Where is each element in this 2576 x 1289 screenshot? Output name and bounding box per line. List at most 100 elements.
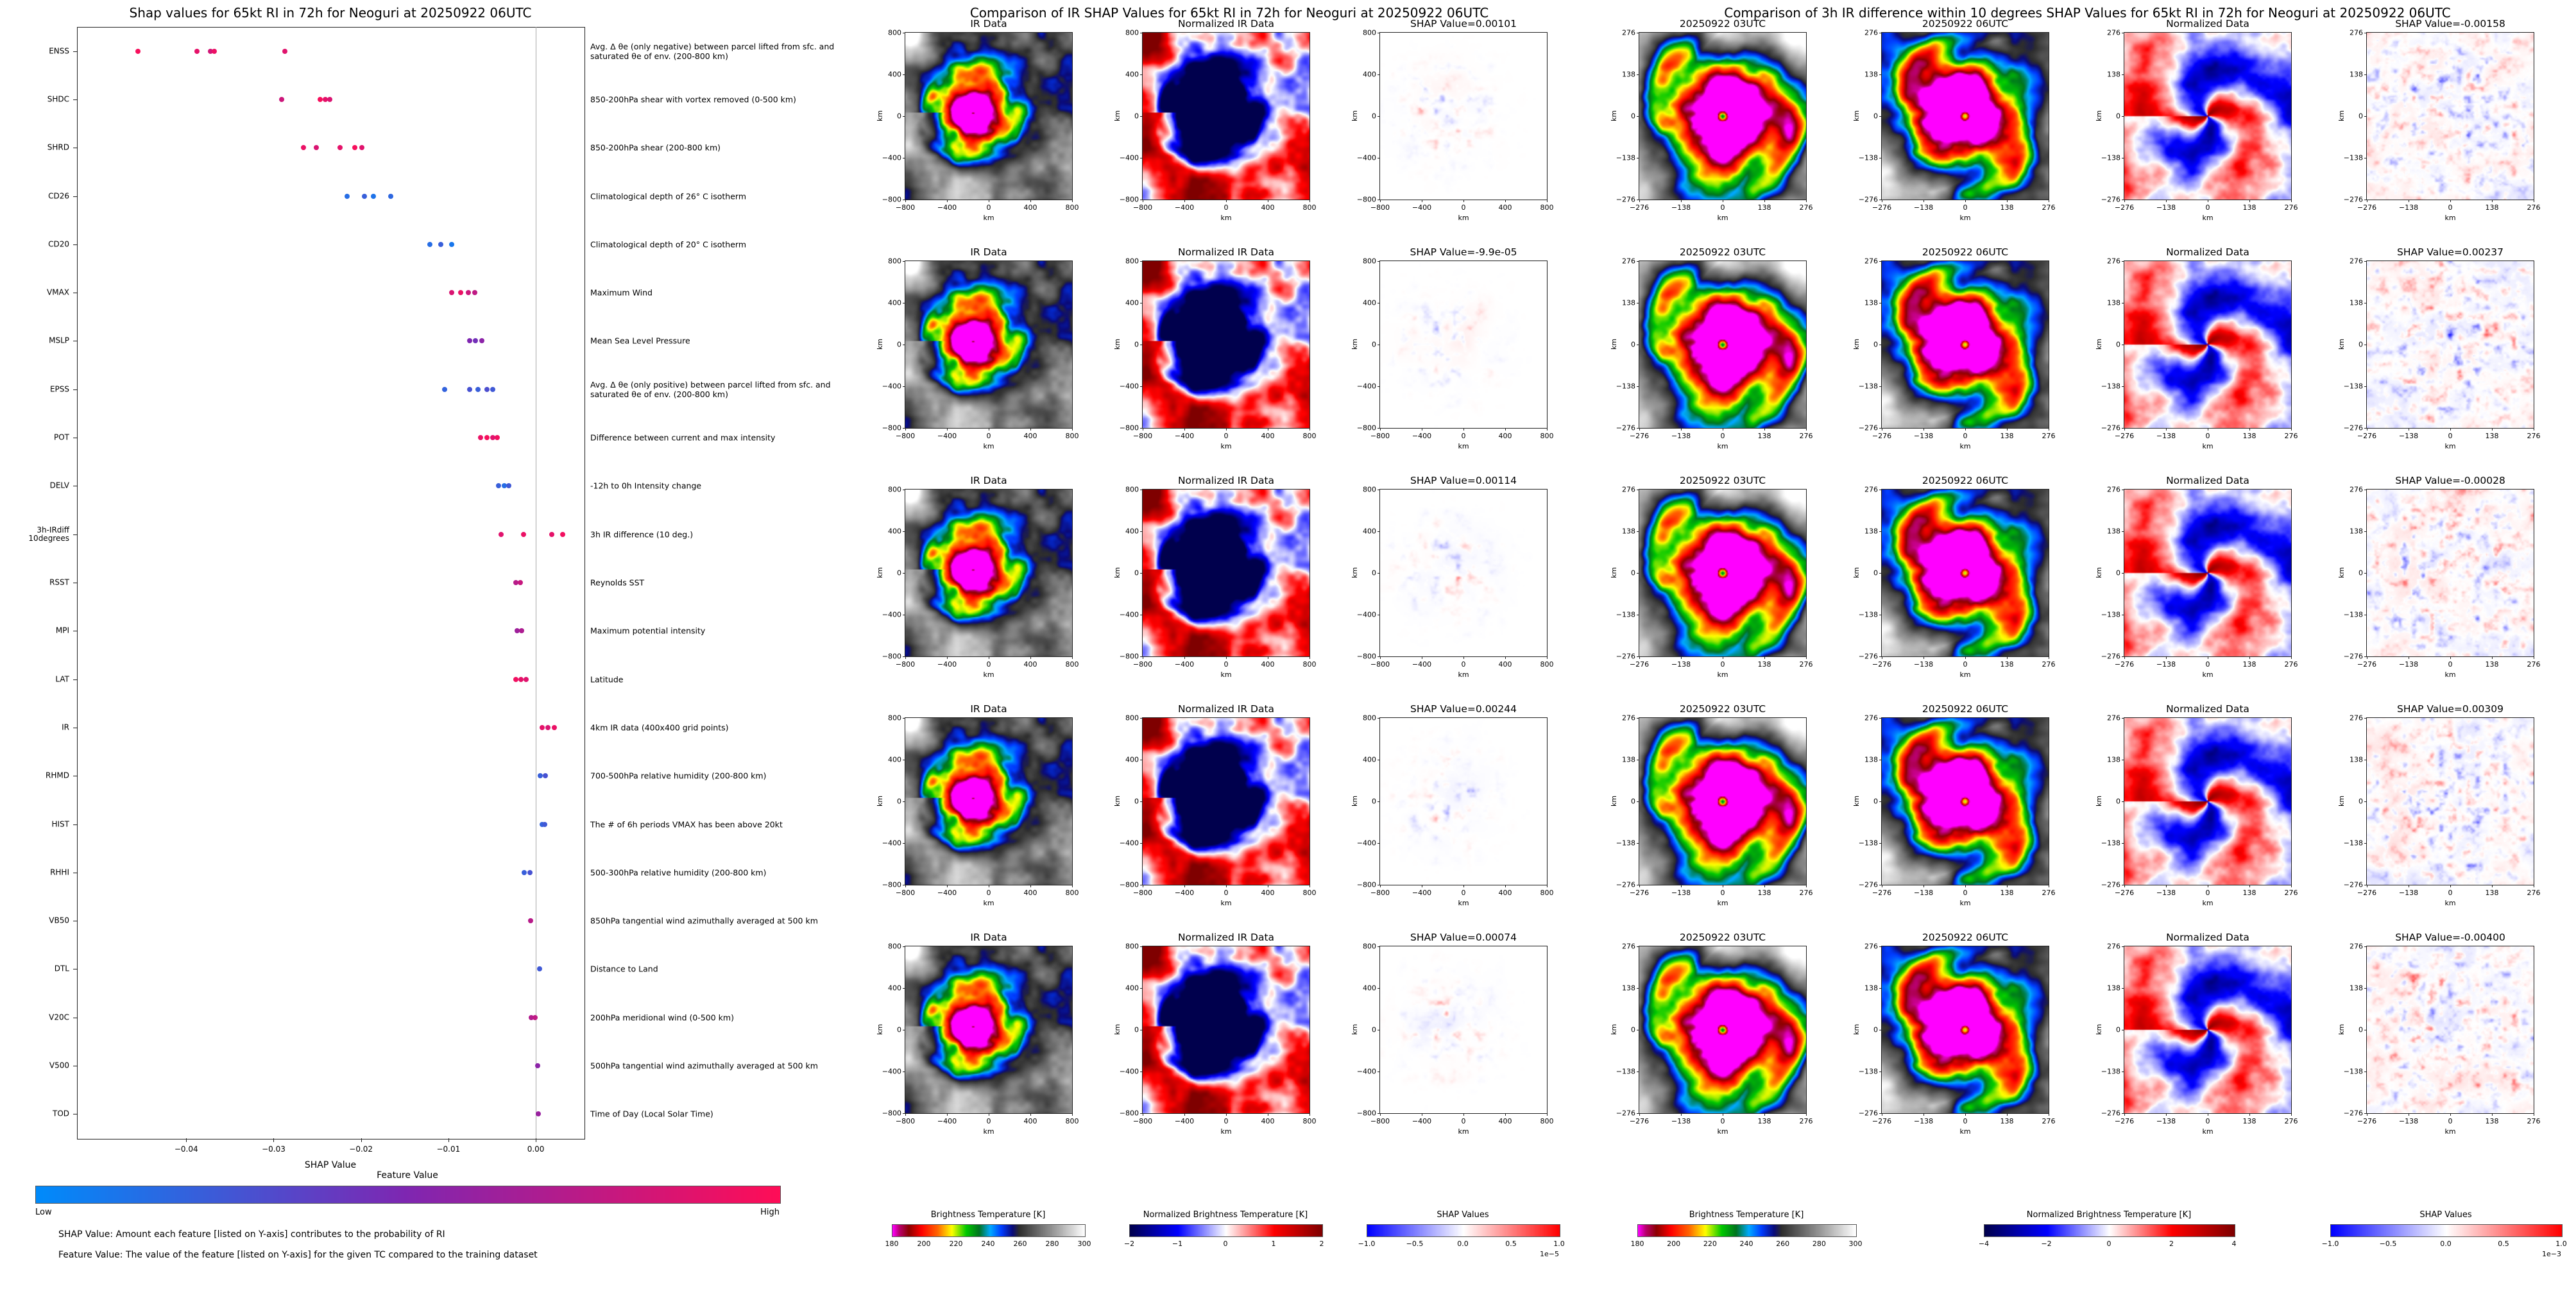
y-tick-mark <box>903 988 905 989</box>
feature-label: CD26 <box>48 191 69 200</box>
x-tick-mark <box>1764 428 1765 431</box>
y-tick-label: 800 <box>1363 257 1376 266</box>
shap-dot <box>513 676 518 682</box>
colorbar-tick-label: 200 <box>1667 1240 1681 1248</box>
x-tick-label: −138 <box>2156 203 2176 212</box>
x-tick-mark <box>2450 200 2451 202</box>
x-tick-label: 400 <box>1498 1117 1512 1125</box>
y-tick-mark <box>1140 573 1143 574</box>
colorbar-low-label: Low <box>35 1208 52 1217</box>
irdiff-shap-title: Comparison of 3h IR difference within 10… <box>1724 5 2451 21</box>
y-tick-mark <box>1140 74 1143 75</box>
colorbar-tick-label: 1 <box>1271 1240 1276 1248</box>
x-tick-label: −276 <box>2357 203 2377 212</box>
feature-label: 3h-IRdiff 10degrees <box>28 525 69 543</box>
x-tick-label: 276 <box>2042 1117 2056 1125</box>
colorbar-tick-label: 0.5 <box>2498 1240 2509 1248</box>
x-tick-label: 400 <box>1023 889 1037 897</box>
x-tick-label: 138 <box>2485 889 2499 897</box>
x-axis-label: km <box>1959 1127 1971 1136</box>
subplot: 20250922 03UTC 276 138 0 −138 −276 −276 −138 0 13… <box>1610 18 1813 222</box>
x-tick-label: −138 <box>2398 203 2419 212</box>
y-tick-label: 276 <box>2107 28 2120 37</box>
feature-description: Time of Day (Local Solar Time) <box>590 1109 713 1119</box>
heatmap-image <box>2367 718 2534 885</box>
x-tick-label: 0 <box>2205 432 2210 440</box>
colorbar-tick-label: −4 <box>1978 1240 1990 1248</box>
y-tick-label: 400 <box>1363 755 1376 764</box>
y-tick-label: 0 <box>897 112 901 121</box>
x-tick-mark <box>273 1138 275 1142</box>
y-tick-mark <box>2122 1071 2124 1072</box>
shap-dot <box>519 628 525 634</box>
feature-label: CD20 <box>48 239 69 249</box>
shap-dot <box>135 48 141 54</box>
shap-dot <box>475 386 481 392</box>
x-tick-mark <box>1764 885 1765 887</box>
x-tick-mark <box>1030 1113 1031 1116</box>
shap-dot <box>543 773 549 779</box>
feature-description: Maximum potential intensity <box>590 626 706 636</box>
feature-description: Reynolds SST <box>590 577 645 588</box>
x-tick-mark <box>1463 885 1464 887</box>
x-tick-mark <box>2450 885 2451 887</box>
x-tick-mark <box>1505 428 1506 431</box>
x-tick-label: −276 <box>1629 660 1650 669</box>
x-tick-label: −138 <box>2398 432 2419 440</box>
y-tick-label: 138 <box>2350 755 2363 764</box>
y-tick-label: −138 <box>2343 153 2363 162</box>
x-tick-mark <box>947 428 948 431</box>
x-tick-label: 138 <box>2000 889 2014 897</box>
x-tick-label: 276 <box>2042 432 2056 440</box>
y-tick-label: 400 <box>1125 527 1139 536</box>
panel-irdiff-shap: Comparison of 3h IR difference within 10… <box>1599 0 2576 1289</box>
x-tick-label: 0 <box>1720 432 1725 440</box>
y-tick-mark <box>903 946 905 947</box>
y-tick-label: 276 <box>2350 942 2363 951</box>
y-tick-mark <box>2364 261 2367 262</box>
y-tick-mark <box>1140 946 1143 947</box>
x-tick-label: 0 <box>1224 660 1229 669</box>
y-tick-label: −800 <box>882 1109 901 1118</box>
shap-dot <box>529 1014 534 1020</box>
shap-dot <box>484 386 490 392</box>
x-tick-label: −400 <box>937 432 957 440</box>
x-tick-mark <box>1923 1113 1924 1116</box>
y-tick-label: 800 <box>888 485 901 494</box>
heatmap-image <box>1143 261 1309 428</box>
y-tick-label: −800 <box>882 652 901 661</box>
colorbar-scale-note: 1e−5 <box>1540 1250 1559 1258</box>
x-tick-label: −400 <box>1412 1117 1432 1125</box>
y-tick-mark <box>903 428 905 429</box>
x-tick-label: 0 <box>1461 1117 1466 1125</box>
x-axis-label: km <box>1458 670 1469 679</box>
y-tick-label: 0 <box>1631 112 1635 121</box>
subplot-title: SHAP Value=0.00101 <box>1410 18 1517 30</box>
y-tick-mark <box>1637 1071 1639 1072</box>
x-tick-label: 138 <box>2485 203 2499 212</box>
y-tick-mark <box>2122 261 2124 262</box>
feature-description: Distance to Land <box>590 964 658 974</box>
x-tick-mark <box>1681 200 1682 202</box>
y-tick-label: 138 <box>1622 527 1635 536</box>
colorbar-tick-label: 300 <box>1077 1240 1091 1248</box>
x-tick-label: 0 <box>1963 1117 1968 1125</box>
y-tick-label: −276 <box>2101 652 2120 661</box>
shap-beeswarm-plot: ENSS Avg. Δ θe (only negative) between pa… <box>22 0 857 1170</box>
x-tick-mark <box>1639 656 1640 659</box>
x-tick-mark <box>1965 428 1966 431</box>
x-axis-label: km <box>983 1127 994 1136</box>
x-tick-label: 138 <box>2485 432 2499 440</box>
heatmap-image <box>1143 490 1309 656</box>
y-tick-mark <box>1378 428 1380 429</box>
colorbar-tick-label: 2 <box>2169 1240 2174 1248</box>
shap-dot <box>549 531 554 537</box>
subplot: Normalized Data 276 138 0 −138 −276 −276 −138 0 1… <box>2095 246 2298 450</box>
x-tick-label: −138 <box>2156 889 2176 897</box>
shap-dot <box>449 241 455 247</box>
x-tick-mark <box>2291 885 2292 887</box>
y-tick-mark <box>2122 656 2124 657</box>
x-tick-mark <box>1806 200 1807 202</box>
x-tick-label: 0 <box>1720 660 1725 669</box>
